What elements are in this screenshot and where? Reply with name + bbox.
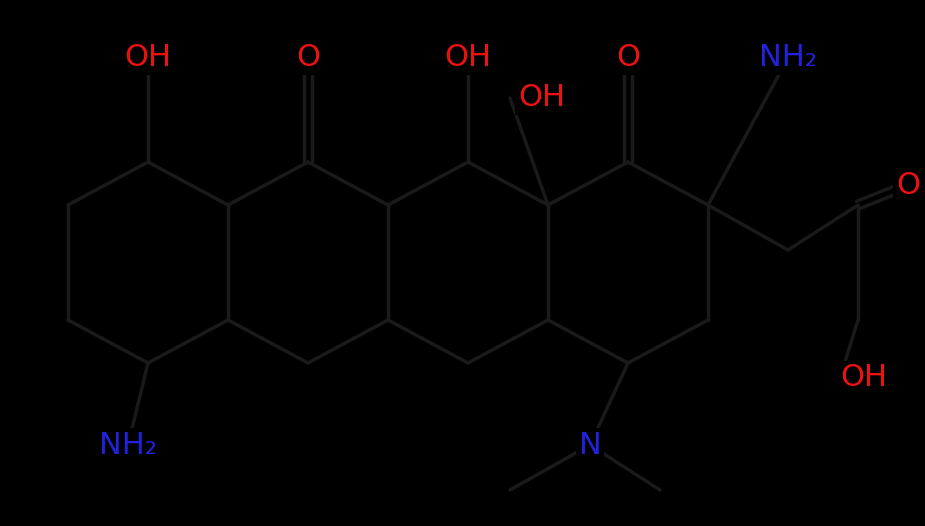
Text: NH₂: NH₂ [99, 430, 157, 460]
Text: NH₂: NH₂ [759, 44, 817, 73]
Text: O: O [616, 44, 640, 73]
Text: OH: OH [445, 44, 491, 73]
Text: OH: OH [518, 84, 565, 113]
Text: OH: OH [840, 363, 887, 392]
Text: O: O [296, 44, 320, 73]
Text: N: N [579, 430, 601, 460]
Text: O: O [896, 170, 920, 199]
Text: OH: OH [125, 44, 171, 73]
